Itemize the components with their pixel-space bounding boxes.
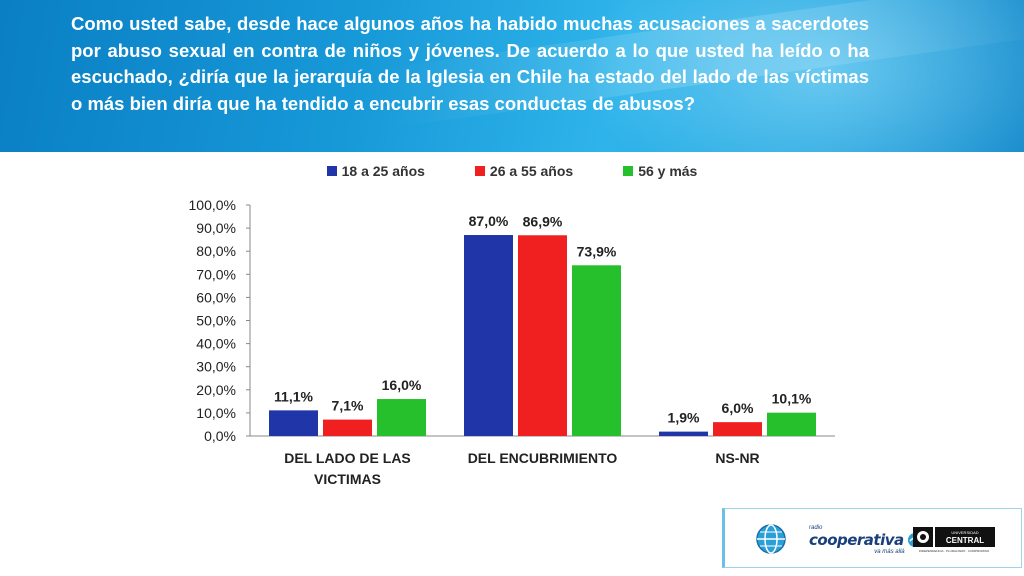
y-tick-label: 40,0% (196, 336, 236, 352)
legend-item-56-mas: 56 y más (593, 163, 697, 179)
y-tick-label: 10,0% (196, 405, 236, 421)
legend-item-18-25: 18 a 25 años (326, 163, 425, 179)
bar (713, 422, 762, 436)
banner-glow (564, 0, 1024, 152)
legend-label-18-25: 18 a 25 años (341, 163, 425, 179)
y-tick-label: 30,0% (196, 359, 236, 375)
bar-value-label: 11,1% (274, 388, 313, 404)
universidad-central-logo: UNIVERSIDAD CENTRAL INDEPENDENCIA · PLUR… (913, 527, 995, 553)
bar-value-label: 87,0% (469, 213, 509, 229)
bar (269, 410, 318, 436)
y-axis: 0,0% 10,0% 20,0% 30,0% 40,0% 50,0% 60,0% 70,0% 8… (189, 197, 251, 444)
bar-value-label: 73,9% (577, 243, 617, 259)
bar (323, 419, 372, 436)
globe-logo-icon (756, 524, 786, 554)
y-tick-label: 70,0% (196, 266, 236, 282)
bar-value-label: 10,1% (772, 391, 812, 407)
bar (464, 235, 513, 436)
bar (572, 265, 621, 436)
x-axis: DEL LADO DE LAS VICTIMAS DEL ENCUBRIMIENTO… (250, 435, 835, 487)
ucentral-tagline-text: INDEPENDENCIA · PLURALISMO · COMPROMISO (919, 549, 990, 553)
x-category-label: DEL ENCUBRIMIENTO (468, 450, 618, 466)
y-tick-label: 0,0% (204, 428, 236, 444)
y-tick-label: 100,0% (189, 197, 236, 213)
legend-swatch-26-55 (474, 166, 485, 176)
bar (659, 431, 708, 436)
y-tick-label: 50,0% (196, 313, 236, 329)
y-tick-label: 80,0% (196, 243, 236, 259)
x-category-label: VICTIMAS (314, 471, 381, 487)
legend-label-56-mas: 56 y más (638, 163, 698, 179)
y-tick-label: 60,0% (196, 289, 236, 305)
cooperativa-wordmark: cooperativa (809, 531, 904, 549)
legend-item-26-55: 26 a 55 años (445, 163, 573, 179)
data-labels: 11,1% 7,1% 16,0% 87,0% 86,9% 73,9% 1,9% 6,0% 10,… (274, 213, 812, 426)
ucentral-name-text: CENTRAL (946, 536, 984, 545)
bar-value-label: 7,1% (332, 398, 364, 414)
legend-swatch-18-25 (326, 166, 337, 176)
cooperativa-small-top: radio (809, 525, 823, 531)
legend-swatch-56-mas (623, 166, 634, 176)
ucentral-top-text: UNIVERSIDAD (951, 530, 978, 535)
header-banner: Como usted sabe, desde hace algunos años… (0, 0, 1024, 152)
bar-group (269, 235, 816, 436)
x-category-label: DEL LADO DE LAS (284, 450, 411, 466)
chart-legend: 18 a 25 años 26 a 55 años 56 y más (0, 163, 1024, 179)
sponsor-logos-box: radio cooperativa va más allá UNIVERSIDA… (722, 508, 1022, 568)
bar-value-label: 16,0% (382, 377, 422, 393)
bar-value-label: 1,9% (668, 410, 700, 426)
y-tick-label: 20,0% (196, 382, 236, 398)
cooperativa-small-bottom: va más allá (874, 549, 905, 555)
x-category-label: NS-NR (715, 450, 759, 466)
bar (518, 235, 567, 436)
survey-question: Como usted sabe, desde hace algunos años… (71, 13, 869, 114)
y-tick-label: 90,0% (196, 220, 236, 236)
cooperativa-logo: radio cooperativa va más allá (809, 525, 923, 555)
bar-value-label: 6,0% (722, 400, 754, 416)
legend-label-26-55: 26 a 55 años (489, 163, 574, 179)
bar (767, 412, 816, 436)
bar (377, 399, 426, 436)
bar-value-label: 86,9% (523, 213, 563, 229)
